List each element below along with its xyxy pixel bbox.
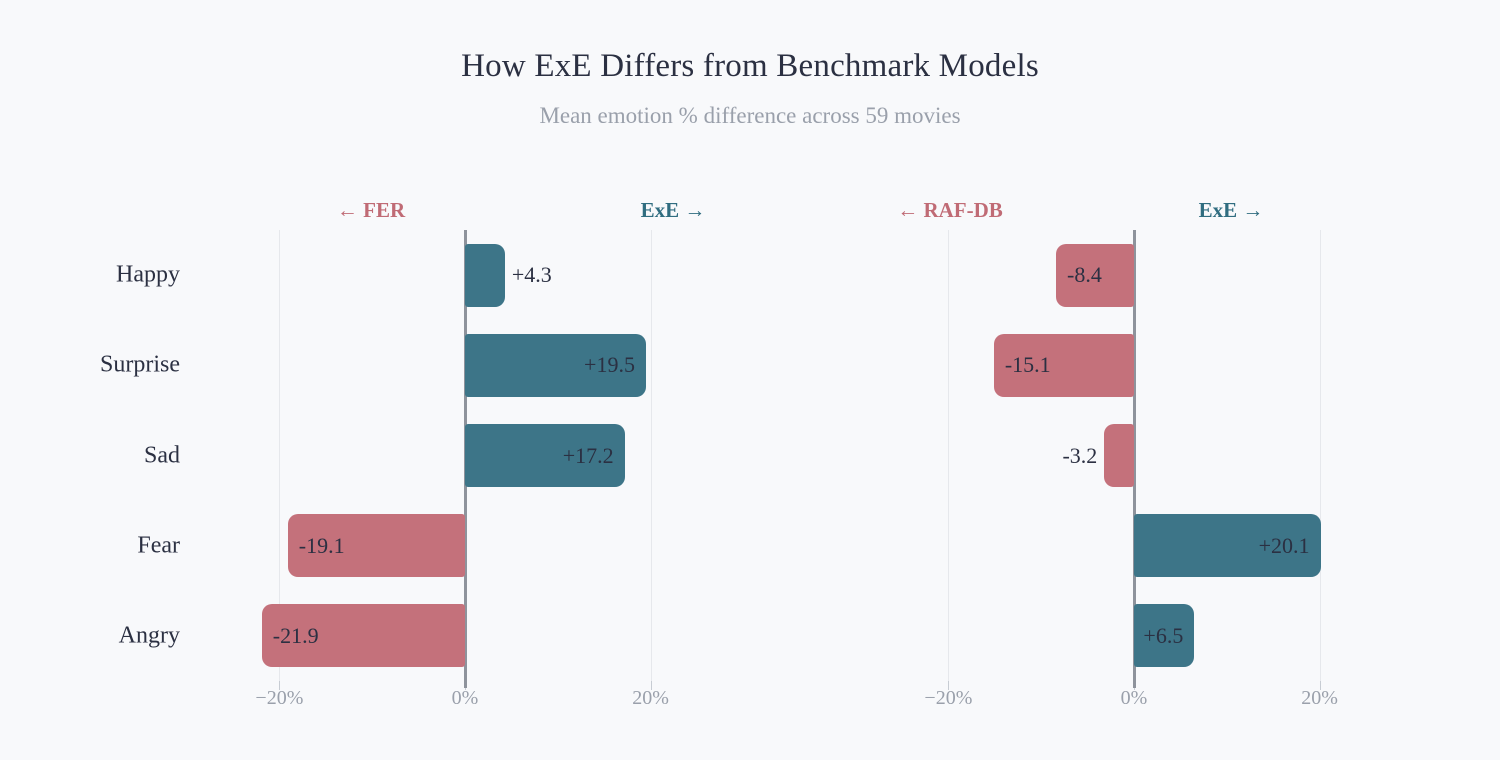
x-tick-label: 0%	[451, 687, 479, 709]
bar-angry	[261, 604, 465, 668]
bar-surprise	[465, 333, 646, 397]
bar-happy	[465, 243, 505, 307]
panel-rafdb: −20% 0% 20% ← RAF-DB ExE → -8.4 -15.1 -3.2 +20.1…	[897, 198, 1366, 709]
category-label-fear: Fear	[137, 532, 180, 559]
panel-fer: −20% 0% 20% ← FER ExE → +4.3 +19.5 +17.2 -19.1 -2…	[233, 198, 705, 709]
bar-value-label-angry: -21.9	[272, 622, 319, 648]
gridline	[1319, 230, 1321, 681]
bar-value-label-happy: -8.4	[1067, 262, 1102, 288]
gridline	[279, 230, 281, 681]
gridline	[650, 230, 652, 681]
bar-surprise	[993, 333, 1134, 397]
header-negative-FER-vs-ExE: ← FER	[336, 198, 406, 222]
category-label-sad: Sad	[144, 442, 180, 468]
header-positive-RAF-DB-vs-ExE: ExE →	[1198, 198, 1264, 222]
axis-tick	[1319, 681, 1321, 690]
bar-fear	[287, 514, 465, 578]
category-label-happy: Happy	[116, 261, 180, 288]
bar-value-label-happy: +4.3	[511, 262, 552, 288]
header-positive-FER-vs-ExE: ExE →	[640, 198, 706, 222]
axis-tick	[279, 681, 281, 690]
category-label-surprise: Surprise	[100, 351, 180, 378]
bar-value-label-sad: +17.2	[562, 442, 614, 468]
bar-value-label-sad: -3.2	[1062, 442, 1098, 468]
x-tick-label: 20%	[632, 687, 669, 709]
category-labels: Happy Surprise Sad Fear Angry	[0, 230, 180, 681]
bar-sad	[465, 424, 625, 487]
zero-axis-line	[1133, 230, 1136, 688]
bar-value-label-surprise: +19.5	[584, 352, 635, 378]
gridline	[948, 230, 950, 681]
category-label-angry: Angry	[118, 622, 180, 649]
axis-tick	[650, 681, 652, 690]
chart-subtitle: Mean emotion % difference across 59 movi…	[539, 103, 961, 128]
axis-tick	[948, 681, 950, 690]
bar-value-label-fear: -19.1	[298, 532, 345, 558]
bar-sad	[1104, 424, 1134, 487]
header-negative-RAF-DB-vs-ExE: ← RAF-DB	[897, 198, 1003, 222]
x-tick-label: 20%	[1301, 687, 1338, 709]
bar-value-label-angry: +6.5	[1143, 622, 1184, 648]
bar-happy	[1056, 243, 1134, 307]
bar-angry	[1134, 604, 1195, 668]
x-tick-label: −20%	[255, 687, 304, 709]
x-tick-label: −20%	[924, 687, 973, 709]
chart-title: How ExE Differs from Benchmark Models	[461, 48, 1039, 84]
bar-fear	[1134, 514, 1321, 578]
bar-value-label-surprise: -15.1	[1004, 352, 1051, 378]
x-tick-label: 0%	[1120, 687, 1148, 709]
bar-value-label-fear: +20.1	[1258, 532, 1310, 558]
